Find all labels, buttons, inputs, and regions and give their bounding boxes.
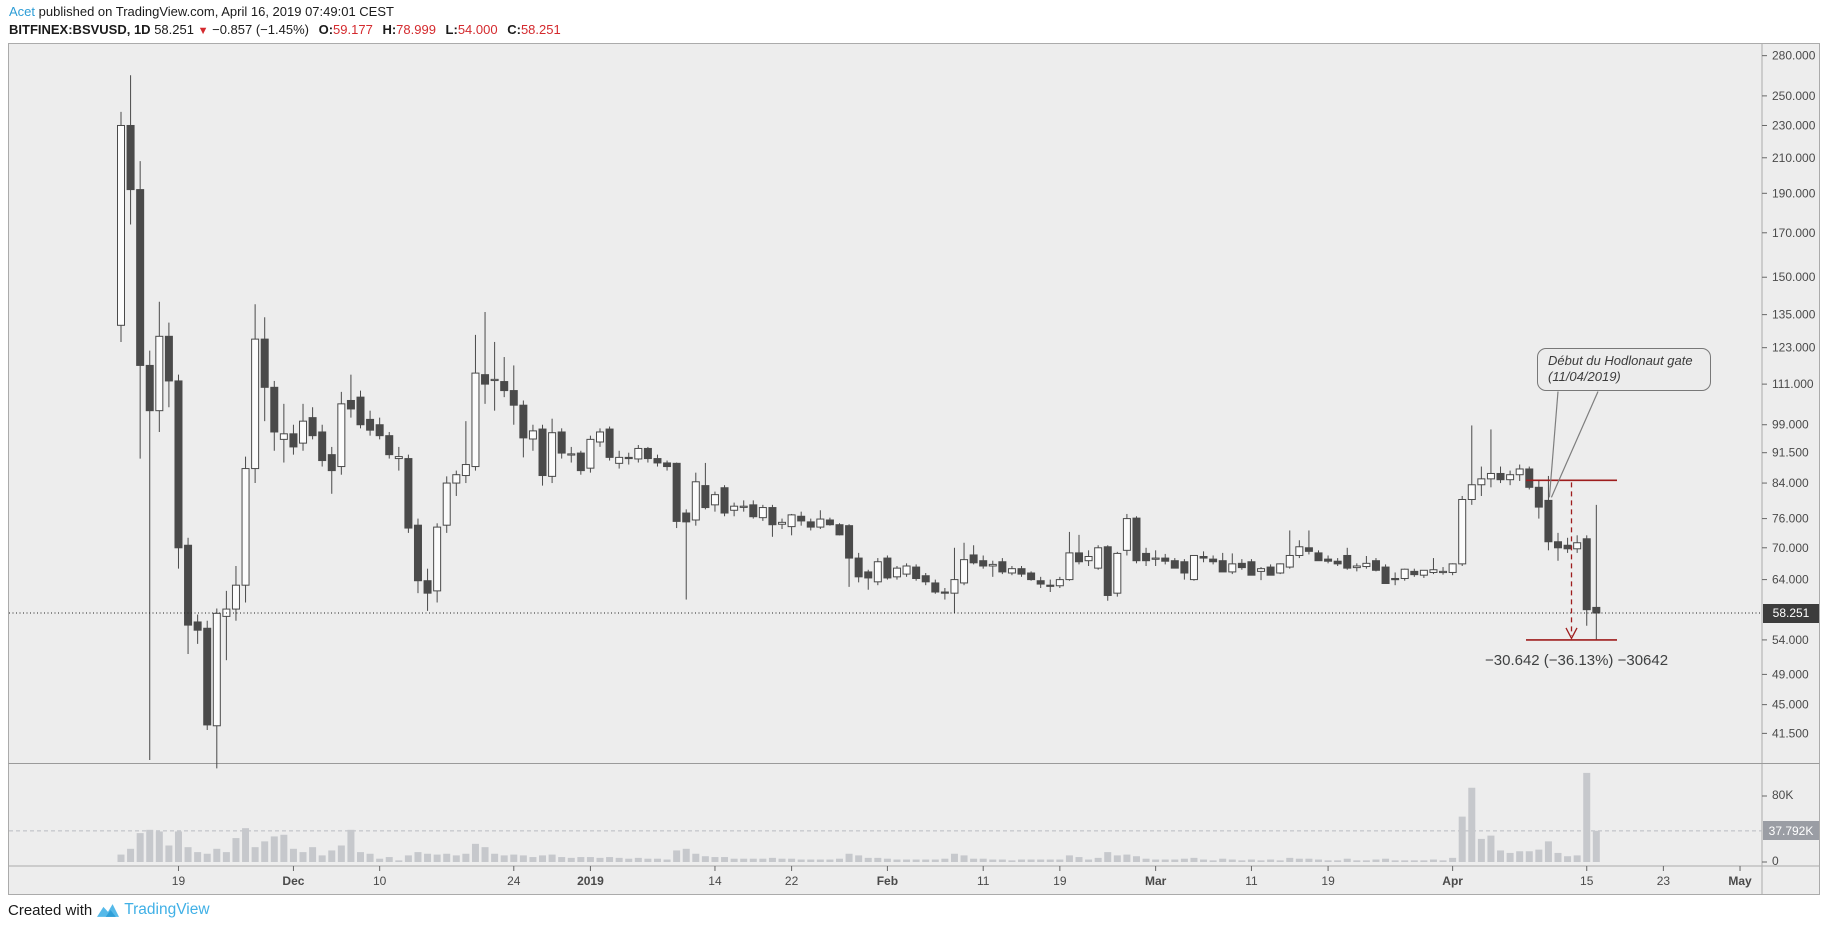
svg-text:15: 15 bbox=[1580, 874, 1594, 888]
close-label: C: bbox=[507, 22, 521, 37]
svg-text:24: 24 bbox=[507, 874, 521, 888]
measure-label[interactable]: −30.642 (−36.13%) −30642 bbox=[1485, 652, 1669, 669]
open-value: 59.177 bbox=[333, 22, 373, 37]
candles-layer bbox=[117, 75, 1601, 769]
last-price-value: 58.251 bbox=[154, 22, 194, 37]
price-range-measure[interactable] bbox=[1526, 479, 1617, 641]
low-value: 54.000 bbox=[457, 22, 498, 37]
svg-text:11: 11 bbox=[977, 874, 990, 888]
svg-text:2019: 2019 bbox=[577, 874, 604, 888]
svg-text:250.000: 250.000 bbox=[1772, 89, 1816, 103]
tradingview-logo-icon bbox=[97, 903, 120, 917]
tradingview-brand-link[interactable]: TradingView bbox=[124, 901, 210, 918]
svg-text:May: May bbox=[1728, 874, 1752, 888]
svg-text:23: 23 bbox=[1657, 874, 1671, 888]
close-value: 58.251 bbox=[520, 22, 561, 37]
svg-text:70.000: 70.000 bbox=[1772, 541, 1809, 555]
svg-text:19: 19 bbox=[172, 874, 186, 888]
svg-text:123.000: 123.000 bbox=[1772, 341, 1816, 355]
svg-text:150.000: 150.000 bbox=[1772, 270, 1816, 284]
svg-text:135.000: 135.000 bbox=[1772, 308, 1816, 322]
open-label: O: bbox=[318, 22, 334, 37]
svg-text:11: 11 bbox=[1245, 874, 1258, 888]
callout-leader-lines bbox=[1548, 391, 1599, 498]
svg-text:Dec: Dec bbox=[282, 874, 304, 888]
svg-text:19: 19 bbox=[1053, 874, 1067, 888]
symbol-info-row: BITFINEX:BSVUSD, 1D 58.251 ▼ −0.857 (−1.… bbox=[9, 21, 561, 40]
svg-text:111.000: 111.000 bbox=[1772, 377, 1814, 391]
volume-layer bbox=[9, 772, 1762, 862]
svg-text:22: 22 bbox=[785, 874, 799, 888]
svg-text:64.000: 64.000 bbox=[1772, 573, 1809, 587]
price-change: −0.857 (−1.45%) bbox=[212, 22, 309, 37]
callout-line1: Début du Hodlonaut gate bbox=[1548, 353, 1693, 368]
last-price-badge: 58.251 bbox=[1763, 603, 1819, 623]
last-volume-badge: 37.792K bbox=[1763, 821, 1819, 841]
svg-text:76.000: 76.000 bbox=[1772, 512, 1809, 526]
high-label: H: bbox=[382, 22, 397, 37]
svg-text:0: 0 bbox=[1772, 854, 1779, 868]
axis-layer: 280.000 250.000 230.000 210.000 190.000 170.0… bbox=[172, 49, 1816, 888]
svg-text:84.000: 84.000 bbox=[1772, 476, 1809, 490]
svg-text:80K: 80K bbox=[1772, 788, 1793, 802]
publish-info: Acet published on TradingView.com, April… bbox=[9, 3, 561, 21]
symbol-title[interactable]: BITFINEX:BSVUSD, 1D bbox=[9, 22, 151, 37]
svg-text:Mar: Mar bbox=[1145, 874, 1167, 888]
chart-frame bbox=[8, 43, 1820, 895]
svg-text:10: 10 bbox=[373, 874, 387, 888]
svg-text:99.000: 99.000 bbox=[1772, 418, 1809, 432]
svg-text:45.000: 45.000 bbox=[1772, 698, 1809, 712]
svg-text:19: 19 bbox=[1321, 874, 1335, 888]
svg-text:Feb: Feb bbox=[877, 874, 898, 888]
svg-text:54.000: 54.000 bbox=[1772, 633, 1809, 647]
callout-annotation[interactable]: Début du Hodlonaut gate (11/04/2019) bbox=[1537, 348, 1711, 391]
svg-text:41.500: 41.500 bbox=[1772, 726, 1809, 740]
created-with-text: Created with bbox=[8, 901, 93, 919]
footer: Created with TradingView bbox=[8, 901, 210, 919]
high-value: 78.999 bbox=[396, 22, 436, 37]
svg-text:230.000: 230.000 bbox=[1772, 118, 1816, 132]
callout-line2: (11/04/2019) bbox=[1548, 369, 1621, 384]
svg-text:170.000: 170.000 bbox=[1772, 226, 1816, 240]
svg-text:280.000: 280.000 bbox=[1772, 49, 1816, 63]
svg-text:210.000: 210.000 bbox=[1772, 151, 1816, 165]
svg-text:14: 14 bbox=[708, 874, 722, 888]
price-down-triangle-icon: ▼ bbox=[197, 25, 209, 37]
svg-text:91.500: 91.500 bbox=[1772, 446, 1809, 460]
svg-text:Apr: Apr bbox=[1442, 874, 1463, 888]
publish-text: published on TradingView.com, April 16, … bbox=[38, 4, 394, 19]
svg-text:190.000: 190.000 bbox=[1772, 186, 1816, 200]
chart-header: Acet published on TradingView.com, April… bbox=[9, 3, 561, 40]
svg-text:49.000: 49.000 bbox=[1772, 667, 1809, 681]
low-label: L: bbox=[445, 22, 458, 37]
author-link[interactable]: Acet bbox=[9, 4, 36, 19]
